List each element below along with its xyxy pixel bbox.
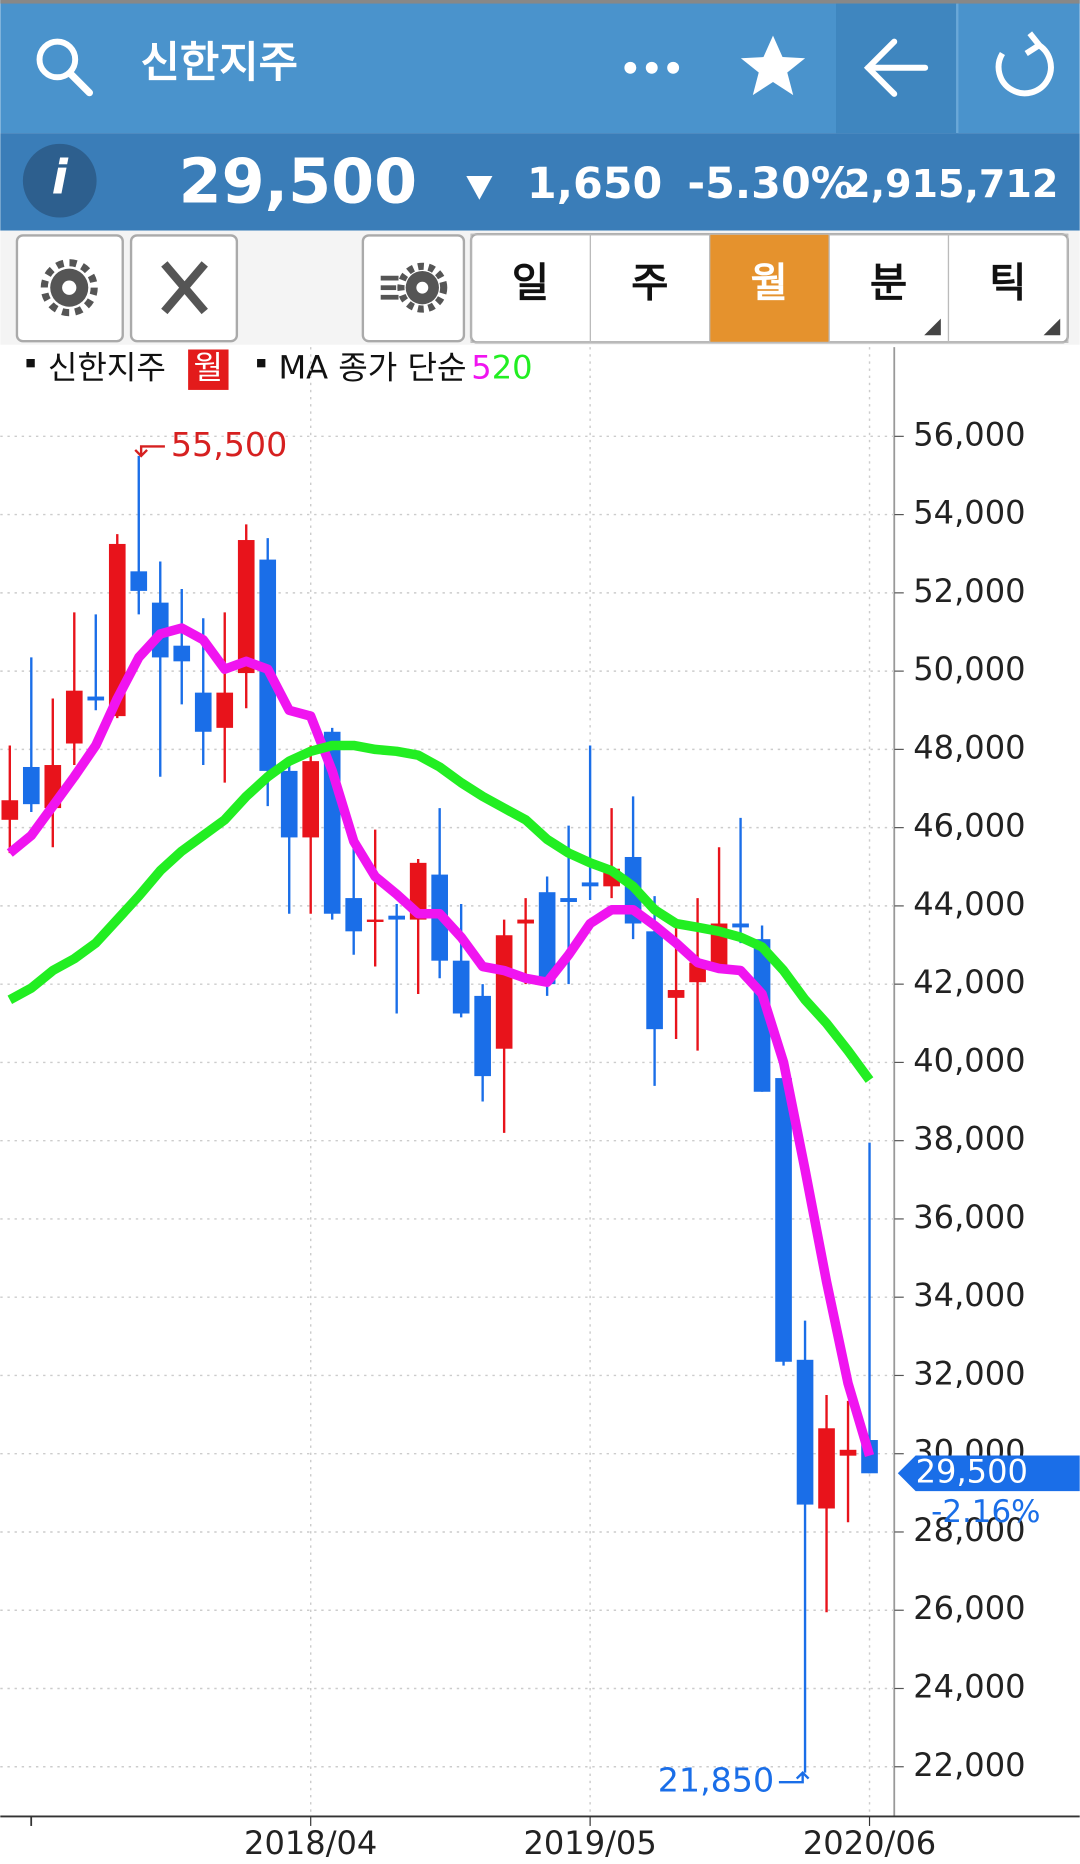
favorite-button[interactable] (740, 35, 806, 96)
period-tab[interactable] (947, 233, 1069, 343)
candle-body (345, 898, 363, 932)
candle-body (667, 990, 685, 998)
legend-name: 신한지주 (48, 349, 166, 387)
y-tick-label: 54,000 (913, 494, 1025, 532)
candle-body (581, 882, 599, 887)
price: 29,500 (179, 146, 417, 218)
period-label: 주 (631, 258, 668, 306)
y-tick-label: 40,000 (913, 1041, 1025, 1079)
ma-legend-period: 5 (471, 349, 491, 387)
candle-body (216, 692, 234, 728)
y-tick-label: 36,000 (913, 1198, 1025, 1236)
period-label: 분 (870, 258, 907, 306)
y-tick-label: 28,000 (913, 1511, 1025, 1549)
settings-button[interactable] (15, 234, 124, 343)
candle-body (560, 898, 577, 902)
candle-body (538, 892, 556, 985)
moving-average-line (6, 623, 875, 1458)
y-tick-label: 50,000 (913, 650, 1025, 688)
y-tick-label: 42,000 (913, 963, 1025, 1001)
candle-body (495, 935, 513, 1049)
volume: 2,915,712 (844, 162, 1058, 206)
period-badge (188, 349, 229, 390)
period-label: 월 (751, 258, 788, 306)
x-tick-label: 2019/05 (523, 1824, 656, 1862)
candle-body (65, 690, 83, 744)
ma-legend-period: 20 (492, 349, 533, 387)
y-tick-label: 52,000 (913, 572, 1025, 610)
candle-body (22, 766, 40, 805)
back-icon (863, 38, 929, 97)
candle-body (753, 939, 771, 1092)
x-tick-label: 2020/06 (803, 1824, 936, 1862)
stock-title: 신한지주 (141, 38, 298, 88)
info-icon: i (52, 151, 69, 206)
last-price-tag (897, 1455, 1080, 1492)
search-button[interactable] (36, 38, 94, 97)
high-arrow (134, 445, 165, 458)
last-change-label: -2.16% (931, 1494, 1040, 1530)
period-badge-text: 월 (194, 349, 224, 387)
down-arrow-icon (466, 175, 493, 200)
x-tick-label: 2018/04 (244, 1824, 377, 1862)
candle-body (130, 571, 148, 591)
period-label: 틱 (989, 258, 1026, 306)
legend-marker (26, 359, 35, 368)
candle-body (474, 995, 491, 1077)
candle-body (108, 543, 126, 717)
low-label: 21,850 (658, 1761, 774, 1800)
y-tick-label: 46,000 (913, 807, 1025, 845)
moving-average-line (7, 740, 874, 1083)
candle-body (280, 770, 298, 838)
candle-body (366, 919, 384, 922)
indicator-button[interactable] (361, 234, 466, 343)
candle-body (173, 645, 191, 662)
high-label: 55,500 (171, 425, 287, 464)
last-price-label: 29,500 (916, 1452, 1028, 1490)
candle-body (237, 540, 255, 674)
refresh-button[interactable] (995, 31, 1054, 97)
y-tick-label: 34,000 (913, 1276, 1025, 1314)
ma-legend: MA 종가 단순 (278, 349, 466, 387)
change-percent: -5.30% (687, 159, 853, 209)
y-tick-label: 26,000 (913, 1589, 1025, 1627)
candle-body (87, 696, 105, 701)
more-button[interactable] (624, 61, 680, 74)
candle-body (194, 692, 212, 732)
y-tick-label: 44,000 (913, 885, 1025, 923)
candle-body (732, 923, 749, 928)
candle-body (775, 1078, 792, 1362)
candle-body (452, 960, 470, 1014)
y-tick-label: 38,000 (913, 1120, 1025, 1158)
low-arrow (778, 1770, 810, 1784)
price-change: 1,650 (527, 159, 662, 209)
y-tick-label: 56,000 (913, 415, 1025, 453)
info-button[interactable] (22, 143, 97, 218)
period-label: 일 (512, 258, 549, 306)
tools-button[interactable] (129, 234, 239, 343)
period-tab[interactable] (709, 233, 830, 343)
candle-body (818, 1428, 835, 1509)
candle-body (646, 931, 663, 1030)
status-edge (0, 0, 1080, 4)
candle-body (839, 1449, 857, 1456)
legend-marker (257, 359, 266, 368)
quote-bar (0, 133, 1080, 231)
y-tick-label: 24,000 (913, 1667, 1025, 1705)
candle-body (1, 800, 19, 820)
candle-body (388, 915, 406, 920)
y-tick-label: 22,000 (913, 1746, 1025, 1784)
y-tick-label: 48,000 (913, 728, 1025, 766)
candle-body (796, 1359, 814, 1505)
dropdown-indicator (924, 318, 941, 336)
candle-body (517, 919, 534, 924)
y-tick-label: 32,000 (913, 1354, 1025, 1392)
candle-body (302, 761, 320, 838)
